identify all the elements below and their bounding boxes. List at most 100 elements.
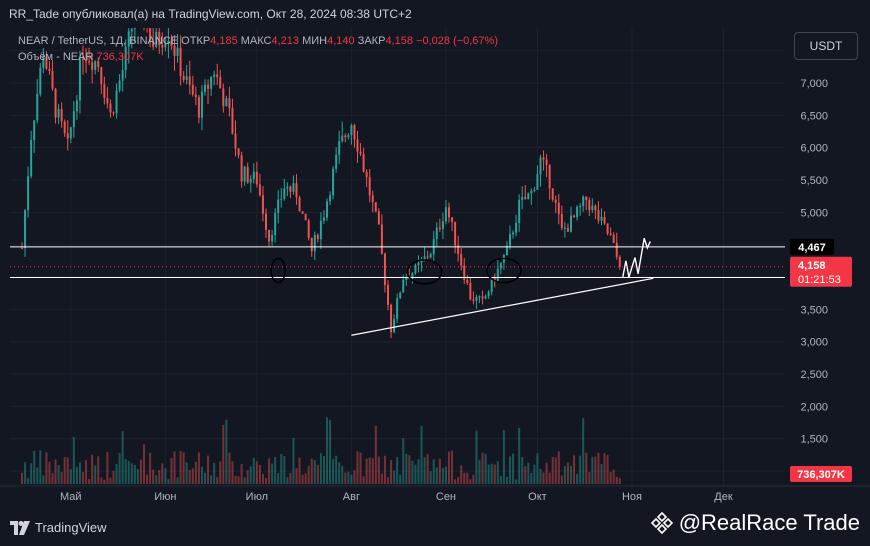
- volume-bar: [127, 460, 130, 484]
- candle-body: [368, 177, 371, 196]
- candle-body: [109, 103, 112, 113]
- price-axis[interactable]: 1,0001,5002,0002,5003,0003,5004,0004,500…: [790, 46, 852, 482]
- volume-bar: [566, 462, 569, 484]
- volume-bar: [496, 461, 499, 484]
- volume-bar: [283, 456, 286, 484]
- candle-body: [118, 80, 121, 91]
- candle-body: [448, 207, 450, 218]
- candle-body: [155, 31, 158, 47]
- volume-bar: [207, 455, 210, 484]
- candle-body: [490, 277, 493, 292]
- volume-bar: [444, 466, 447, 484]
- volume-bar: [60, 472, 63, 484]
- candle-body: [231, 107, 234, 134]
- volume-bar: [24, 462, 27, 484]
- open-label: ОТКР: [181, 35, 211, 47]
- candle-body: [225, 98, 228, 107]
- volume-bar: [136, 468, 139, 484]
- tradingview-logo[interactable]: TradingView: [10, 520, 107, 535]
- time-tick-label: Окт: [528, 491, 547, 503]
- volume-bar: [350, 474, 353, 484]
- volume-bar: [322, 456, 325, 484]
- candle-body: [42, 57, 45, 68]
- candle-body: [554, 199, 557, 203]
- volume-bar: [429, 471, 432, 484]
- volume-bar: [124, 458, 127, 484]
- candle-body: [374, 202, 377, 212]
- volume-bar: [387, 477, 389, 484]
- volume-bar: [591, 456, 594, 484]
- volume-bar: [33, 450, 36, 484]
- candle-body: [274, 212, 277, 236]
- volume-bar: [243, 477, 246, 484]
- close-label: ЗАКР: [357, 35, 386, 47]
- volume-bar: [286, 477, 289, 484]
- candle-body: [582, 196, 585, 207]
- volume-bar: [310, 458, 313, 484]
- volume-bar: [109, 477, 112, 484]
- volume-badge-label: 736,307K: [797, 469, 845, 481]
- volume-bar: [69, 469, 72, 484]
- chart-area[interactable]: 1,0001,5002,0002,5003,0003,5004,0004,500…: [0, 28, 870, 515]
- candle-body: [188, 76, 191, 85]
- volume-bar: [423, 457, 426, 484]
- volume-bar: [380, 473, 383, 484]
- volume-bar: [365, 458, 368, 484]
- volume-bar: [295, 468, 298, 484]
- candle-body: [402, 279, 405, 293]
- volume-bar: [289, 472, 292, 484]
- candle-body: [106, 98, 109, 104]
- candle-body: [280, 198, 283, 200]
- candle-body: [563, 227, 566, 229]
- candle-body: [362, 154, 365, 172]
- publisher-line: RR_Tade опубликовал(а) на TradingView.co…: [9, 7, 412, 21]
- candle-body: [228, 98, 231, 108]
- price-tick-label: 7,000: [800, 78, 828, 90]
- volume-bar: [588, 472, 591, 484]
- volume-bar: [457, 477, 460, 484]
- candle-body: [481, 296, 484, 299]
- candle-body: [222, 88, 225, 107]
- low-value: 4,140: [327, 35, 355, 47]
- volume-bar: [94, 465, 97, 484]
- volume-badge: [790, 466, 852, 482]
- symbol-legend: NEAR / TetherUS, 1Д, BINANCE ОТКР4,185 М…: [18, 35, 498, 47]
- volume-bar: [362, 476, 365, 484]
- candle-body: [234, 133, 237, 149]
- time-axis[interactable]: Май Июн Июл Авг Сен Окт Ноя Дек: [0, 485, 870, 503]
- candle-body: [152, 41, 155, 47]
- candle-body: [524, 196, 527, 200]
- candle-body: [557, 202, 560, 214]
- price-chart[interactable]: 1,0001,5002,0002,5003,0003,5004,0004,500…: [0, 28, 870, 515]
- candle-body: [521, 196, 524, 200]
- volume-bar: [133, 464, 136, 484]
- volume-bar: [368, 457, 371, 484]
- volume-bar: [78, 462, 81, 484]
- volume-bar: [228, 452, 231, 484]
- candle-body: [252, 171, 255, 179]
- volume-bar: [121, 431, 124, 484]
- volume-bar: [112, 470, 115, 484]
- candle-body: [69, 127, 72, 139]
- volume-bar: [170, 458, 173, 484]
- volume-bar: [54, 459, 57, 484]
- volume-bar: [179, 451, 182, 484]
- candle-body: [335, 154, 338, 169]
- candle-body: [85, 59, 88, 62]
- price-tick-label: 2,000: [800, 401, 828, 413]
- volume-bar: [533, 464, 536, 484]
- candle-body: [60, 109, 63, 122]
- volume-bar: [609, 471, 612, 484]
- candle-body: [347, 135, 350, 138]
- candle-body: [380, 224, 383, 254]
- volume-bar: [594, 456, 597, 484]
- volume-bar: [585, 452, 588, 484]
- currency-button[interactable]: USDT: [794, 32, 858, 60]
- volume-bar: [191, 468, 194, 484]
- candle-body: [533, 189, 536, 191]
- volume-bar: [359, 452, 362, 484]
- volume-bar: [441, 467, 444, 484]
- volume-bar: [176, 477, 179, 484]
- volume-bar: [606, 455, 609, 484]
- candle-body: [167, 40, 170, 44]
